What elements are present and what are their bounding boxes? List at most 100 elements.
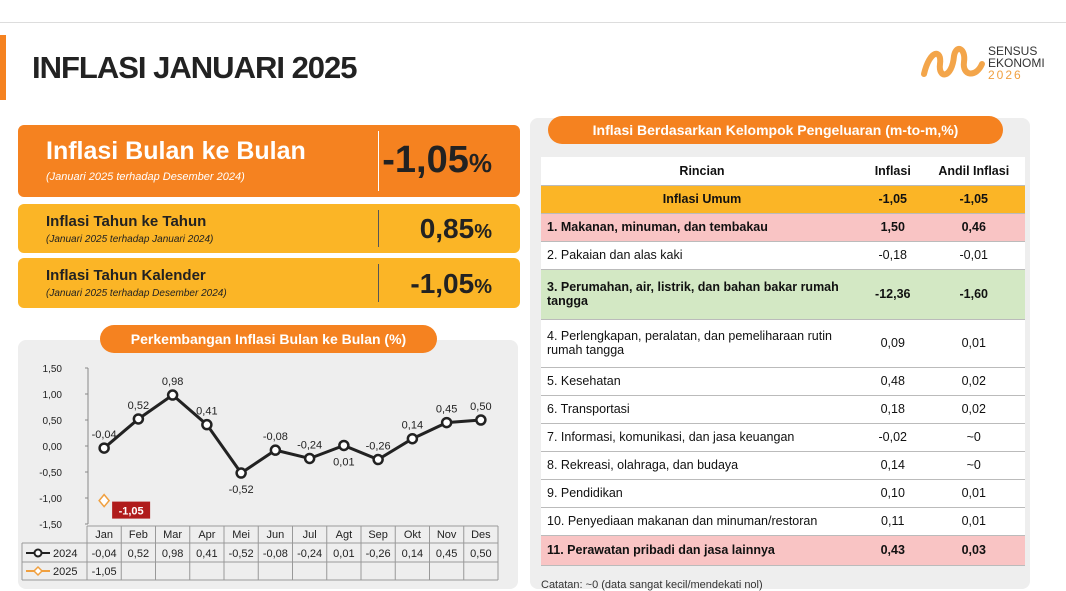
y-tick-label: 0,50 <box>43 416 63 427</box>
divider <box>378 131 379 191</box>
table-title: Inflasi Berdasarkan Kelompok Pengeluaran… <box>548 116 1003 144</box>
table-cell: 0,02 <box>922 367 1025 396</box>
point <box>132 413 145 425</box>
y-tick-label: 1,00 <box>43 390 63 401</box>
card-subtitle: (Januari 2025 terhadap Januari 2024) <box>46 234 214 245</box>
data-label: 0,98 <box>162 376 183 388</box>
table: Rincian Inflasi Andil Inflasi Inflasi Umum -… <box>541 157 1025 566</box>
x-tick-label: Des <box>471 529 491 541</box>
y-tick-label: -1,50 <box>39 520 62 531</box>
legend-label: 2024 <box>53 548 77 560</box>
data-label: -0,08 <box>263 431 288 443</box>
data-label: 0,41 <box>196 406 217 418</box>
table-cell: 11. Perawatan pribadi dan jasa lainnya <box>541 535 863 566</box>
y-tick-label: 1,50 <box>43 364 63 375</box>
chart: -1,50 -1,00 -0,50 0,00 0,50 1,00 1,50 Jan Feb Mar… <box>21 364 499 581</box>
table-note: Catatan: ~0 (data sangat kecil/mendekati… <box>541 579 763 591</box>
logo-text: SENSUS EKONOMI 2026 <box>988 45 1045 81</box>
card: Inflasi Bulan ke Bulan (Januari 2025 ter… <box>18 125 520 197</box>
table-value: -0,08 <box>263 548 288 560</box>
card-value: -1,05 <box>382 139 469 181</box>
data-label: -0,52 <box>229 484 254 496</box>
data-label: 0,01 <box>333 456 354 468</box>
table-row: 6. Transportasi 0,18 0,02 <box>541 395 1025 424</box>
table-value: -0,52 <box>229 548 254 560</box>
card: Inflasi Tahun Kalender (Januari 2025 ter… <box>18 258 520 308</box>
card-subtitle: (Januari 2025 terhadap Desember 2024) <box>46 288 227 299</box>
point <box>235 467 247 479</box>
table-cell: -0,02 <box>863 423 923 452</box>
table-row: 2. Pakaian dan alas kaki -0,18 -0,01 <box>541 241 1025 270</box>
table-cell: ~0 <box>922 451 1025 480</box>
card-title: Inflasi Tahun ke Tahun <box>46 213 207 230</box>
table-cell: 1. Makanan, minuman, dan tembakau <box>541 213 863 242</box>
table-row: 11. Perawatan pribadi dan jasa lainnya 0,… <box>541 535 1025 566</box>
series-line <box>103 393 481 476</box>
card-unit: % <box>474 276 492 298</box>
header-cell: Inflasi <box>863 157 923 186</box>
legend-label: 2025 <box>53 566 77 578</box>
y-tick-label: 0,00 <box>43 442 63 453</box>
table-cell: 0,01 <box>922 507 1025 536</box>
page-title: INFLASI JANUARI 2025 <box>32 50 358 85</box>
table-cell: 0,14 <box>863 451 923 480</box>
table-row: 7. Informasi, komunikasi, dan jasa keuan… <box>541 423 1025 452</box>
data-label: 0,45 <box>436 404 457 416</box>
table-cell: -1,05 <box>863 185 923 214</box>
table-cell: 0,48 <box>863 367 923 396</box>
card-title: Inflasi Tahun Kalender <box>46 267 206 284</box>
x-tick-label: Jun <box>267 529 285 541</box>
table-cell: 6. Transportasi <box>541 395 863 424</box>
table-cell: -1,05 <box>922 185 1025 214</box>
logo-line: SENSUS <box>988 44 1038 58</box>
card-value: -1,05 <box>410 268 475 299</box>
table-cell: 4. Perlengkapan, peralatan, dan pemeliha… <box>541 319 863 368</box>
table-cell: Inflasi Umum <box>541 185 863 214</box>
logo-mark <box>921 45 985 78</box>
table-cell: 10. Penyediaan makanan dan minuman/resto… <box>541 507 863 536</box>
data-label: -0,24 <box>297 439 322 451</box>
x-tick-label: Jul <box>303 529 317 541</box>
table-cell: ~0 <box>922 423 1025 452</box>
logo-line: 2026 <box>988 68 1023 82</box>
table-cell: -0,01 <box>922 241 1025 270</box>
card-value: 0,85 <box>419 213 475 244</box>
data-label: -0,04 <box>92 429 117 441</box>
table-value: -1,05 <box>92 566 117 578</box>
x-tick-label: Okt <box>404 529 421 541</box>
y-tick-label: -0,50 <box>39 468 62 479</box>
point <box>372 453 384 466</box>
table-row: 10. Penyediaan makanan dan minuman/resto… <box>541 507 1025 536</box>
point <box>98 442 110 454</box>
header-cell: Rincian <box>541 157 863 186</box>
x-tick-label: Jan <box>95 529 113 541</box>
divider <box>378 264 379 302</box>
table-cell: 0,01 <box>922 479 1025 508</box>
table-row: Inflasi Umum -1,05 -1,05 <box>541 185 1025 214</box>
table-cell: -12,36 <box>863 269 923 320</box>
card-unit: % <box>468 148 492 178</box>
table-cell: -1,60 <box>922 269 1025 320</box>
top-rule <box>0 22 1066 23</box>
point <box>406 432 419 445</box>
card-subtitle: (Januari 2025 terhadap Desember 2024) <box>46 171 245 183</box>
table-cell: 0,43 <box>863 535 923 566</box>
table-cell: 0,46 <box>922 213 1025 242</box>
header-cell: Andil Inflasi <box>922 157 1025 186</box>
table-value: 0,98 <box>162 548 183 560</box>
data-label: 0,50 <box>470 401 491 413</box>
data-label-box <box>112 501 151 519</box>
table-cell: 2. Pakaian dan alas kaki <box>541 241 863 270</box>
table-value: -0,24 <box>297 548 322 560</box>
data-label: -0,26 <box>366 441 391 453</box>
table-cell: 0,02 <box>922 395 1025 424</box>
table-row: 5. Kesehatan 0,48 0,02 <box>541 367 1025 396</box>
x-tick-label: Feb <box>129 529 148 541</box>
card-unit: % <box>474 221 492 243</box>
x-tick-label: Agt <box>336 529 353 541</box>
table-cell: 7. Informasi, komunikasi, dan jasa keuan… <box>541 423 863 452</box>
chart-panel <box>18 340 518 589</box>
table-cell: -0,18 <box>863 241 923 270</box>
table-cell: 1,50 <box>863 213 923 242</box>
table-value: 0,14 <box>402 548 423 560</box>
